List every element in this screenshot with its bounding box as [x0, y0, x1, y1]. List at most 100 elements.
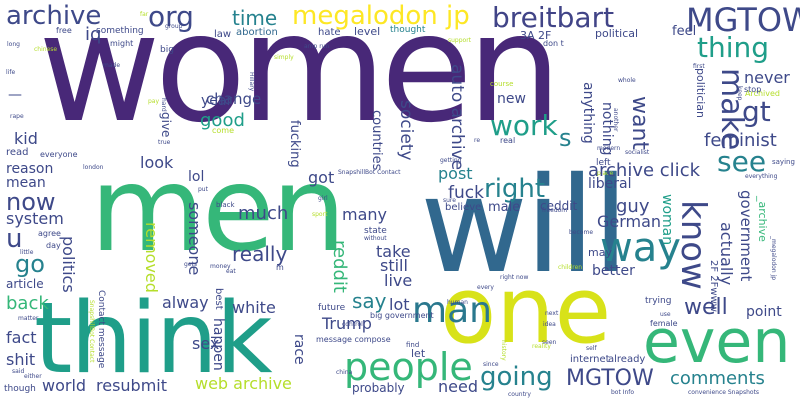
word-women: women	[38, 0, 562, 156]
word-web-archive: web archive	[195, 374, 292, 393]
word-sport: sport	[312, 211, 328, 218]
word-trump: Trump	[322, 314, 372, 333]
word-take: take	[376, 242, 411, 261]
word-year: year	[201, 93, 233, 109]
word-need: need	[438, 377, 478, 396]
word-let: let	[411, 347, 426, 360]
word-point: point	[746, 304, 782, 320]
word-find: find	[406, 341, 420, 349]
word-idea: idea	[543, 321, 556, 328]
word-female: female	[650, 319, 678, 328]
word-china: china	[336, 369, 353, 376]
word-amp-run: amp run	[304, 43, 330, 50]
word-breitbart: breitbart	[492, 1, 615, 34]
word-say: say	[352, 289, 387, 313]
word-london: london	[83, 164, 104, 171]
word-abortion: abortion	[236, 27, 278, 38]
word-trying: trying	[645, 296, 672, 306]
word-s: s	[559, 124, 572, 152]
word-want: want	[627, 96, 652, 151]
word-future: future	[318, 303, 346, 313]
word-country: country	[508, 391, 531, 398]
word-fucking: fucking	[287, 120, 302, 168]
word-freedom: freedom	[542, 207, 568, 214]
word-level: level	[354, 25, 381, 38]
word-whole: whole	[618, 77, 636, 84]
word-bot-info: bot Info	[611, 389, 635, 396]
word-getting: getting	[440, 157, 462, 164]
word-know: know	[673, 200, 713, 290]
word-better: better	[592, 263, 635, 279]
word-black: black	[216, 201, 235, 209]
word-snapshillbot-contact: SnapshillBot Contact	[338, 169, 401, 176]
word-reddit: reddit	[329, 240, 350, 293]
word-something: something	[96, 26, 144, 36]
word-money: money	[210, 263, 231, 270]
word-article: article	[6, 277, 44, 291]
word-thought: thought	[390, 25, 426, 35]
word-gt: gt	[742, 95, 771, 128]
word-support: support	[448, 37, 472, 44]
word-children: children	[558, 264, 583, 271]
word-good: good	[200, 110, 245, 131]
word-man: man	[412, 290, 492, 331]
word-removed: removed	[142, 222, 161, 293]
word-system: system	[6, 209, 64, 228]
word-life: life	[6, 69, 16, 76]
word-everyone: everyone	[40, 150, 78, 159]
word-change-visible: change	[206, 90, 262, 108]
word-contact-message: Contact message	[96, 290, 106, 369]
word-true: true	[158, 139, 171, 146]
word-probably: probably	[352, 381, 405, 395]
word-going: going	[480, 362, 553, 392]
word-modern: modern	[597, 145, 621, 152]
word-right-now: right now	[500, 274, 529, 281]
word-control: control	[342, 321, 363, 328]
word-go: go	[15, 250, 45, 278]
word-left: left	[596, 158, 611, 168]
word-use: use	[660, 311, 671, 318]
word-archive: archive	[6, 1, 102, 31]
word-u-archive: _archive	[756, 196, 769, 242]
word-internet: internet	[570, 354, 610, 365]
word-without: without	[364, 235, 387, 242]
word-become: become	[569, 229, 594, 236]
word-back: back	[6, 293, 49, 314]
word-3a2f: 3A 2F	[520, 29, 552, 42]
word-countries: countries	[369, 110, 384, 171]
word-place: place	[597, 170, 614, 177]
word-resubmit: resubmit	[96, 376, 168, 395]
word-look: look	[140, 153, 174, 172]
word-got: got	[308, 168, 335, 187]
word-girl: girl	[318, 195, 328, 202]
word-now: now	[6, 188, 56, 216]
word-politician: politician	[694, 68, 707, 119]
word-day: day	[46, 241, 61, 250]
word-society: society	[396, 100, 416, 161]
word-see: see	[717, 145, 767, 178]
word-real: real	[500, 136, 516, 145]
word-mgtow-top: MGTOW	[686, 1, 800, 39]
word-seen: seen	[542, 339, 557, 346]
word-many: many	[342, 205, 387, 224]
word-group: group	[165, 23, 183, 30]
word-every: every	[477, 284, 494, 291]
word-lot: lot	[389, 295, 410, 314]
word-already: already	[608, 354, 646, 365]
word-anything: anything	[580, 82, 596, 144]
word-world: world	[42, 376, 87, 395]
word-might: might	[110, 39, 134, 48]
word-state: state	[364, 226, 387, 236]
word-history: history	[500, 340, 507, 361]
word-political: political	[595, 27, 639, 40]
word-megalodon-jp-small: _megalodon jp	[770, 236, 777, 281]
word-race: race	[291, 334, 307, 365]
word-archived: Archived	[745, 89, 781, 98]
word-one: one	[440, 257, 612, 364]
word-socialist: socialist	[625, 149, 650, 156]
word-long: long	[7, 41, 20, 48]
word-kid: kid	[14, 129, 38, 148]
word-best: best	[213, 288, 224, 310]
word-believe: believe	[445, 202, 482, 213]
